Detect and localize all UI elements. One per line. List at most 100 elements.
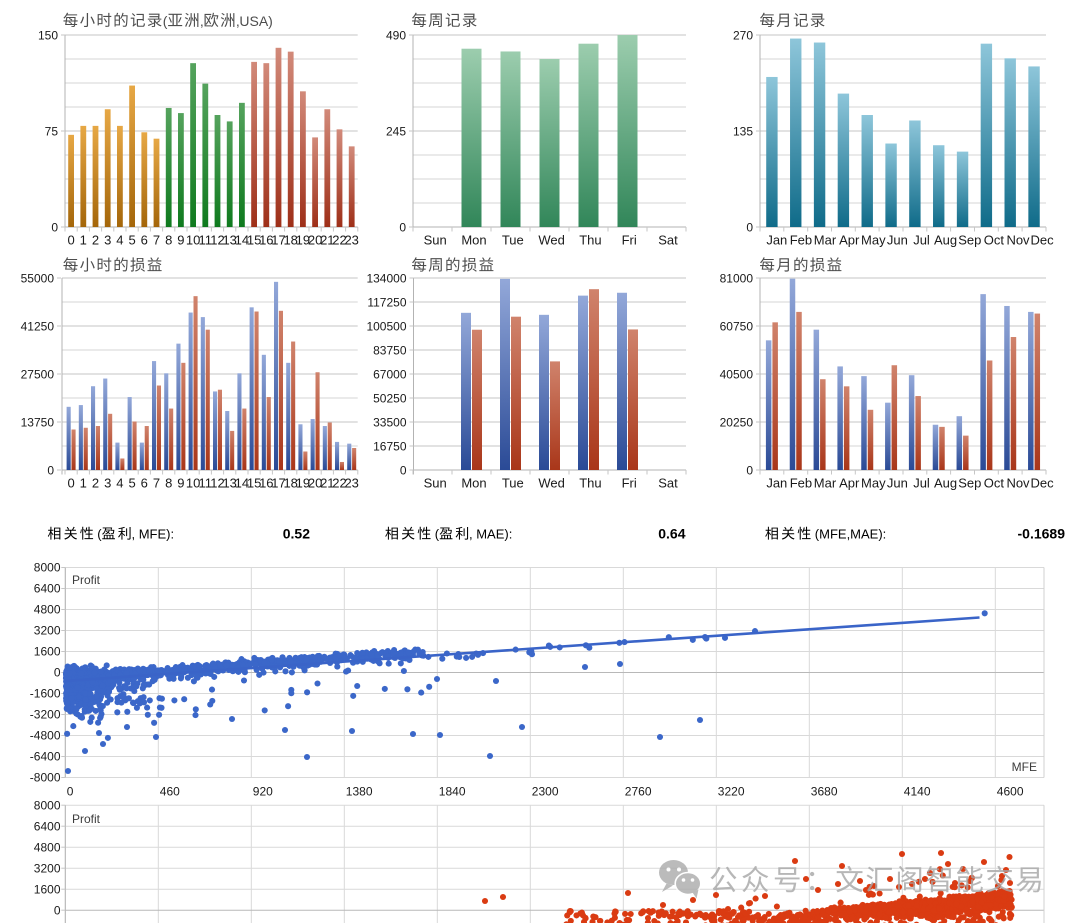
svg-text:2760: 2760 — [625, 785, 652, 799]
svg-text:Jan: Jan — [766, 476, 787, 491]
svg-text:Sep: Sep — [958, 233, 981, 248]
svg-text:3220: 3220 — [718, 785, 745, 799]
svg-text:0: 0 — [746, 463, 753, 477]
svg-text:Wed: Wed — [538, 476, 565, 491]
svg-text:75: 75 — [45, 124, 59, 138]
svg-text:14: 14 — [235, 233, 249, 248]
svg-text:9: 9 — [177, 233, 184, 248]
svg-text:1600: 1600 — [34, 645, 61, 659]
svg-text:7: 7 — [153, 233, 160, 248]
svg-text:(MFE,MAE):: (MFE,MAE): — [815, 527, 887, 542]
svg-text:14: 14 — [235, 476, 249, 491]
svg-text:0: 0 — [67, 476, 74, 491]
svg-text:1600: 1600 — [34, 882, 61, 896]
svg-text:15: 15 — [247, 476, 261, 491]
svg-text:4800: 4800 — [34, 603, 61, 617]
svg-text:1: 1 — [80, 233, 87, 248]
svg-text:135: 135 — [733, 124, 753, 138]
svg-text:Jun: Jun — [887, 476, 908, 491]
svg-text:Sun: Sun — [424, 476, 447, 491]
svg-text:13: 13 — [222, 233, 236, 248]
svg-text:0: 0 — [67, 233, 74, 248]
svg-text:8: 8 — [165, 476, 172, 491]
svg-text:Sat: Sat — [658, 233, 678, 248]
svg-text:-6400: -6400 — [30, 750, 61, 764]
svg-text:Mar: Mar — [814, 233, 837, 248]
svg-text:2: 2 — [92, 476, 99, 491]
svg-text:270: 270 — [733, 28, 753, 42]
svg-text:8: 8 — [165, 233, 172, 248]
svg-text:-3200: -3200 — [30, 708, 61, 722]
svg-text:Feb: Feb — [790, 476, 812, 491]
svg-text:0: 0 — [746, 220, 753, 234]
svg-text:Apr: Apr — [839, 233, 860, 248]
svg-text:3200: 3200 — [34, 861, 61, 875]
svg-text:1380: 1380 — [346, 785, 373, 799]
svg-text:23: 23 — [344, 476, 358, 491]
svg-text:6400: 6400 — [34, 582, 61, 596]
svg-text:20: 20 — [308, 476, 322, 491]
svg-text:Aug: Aug — [934, 233, 957, 248]
svg-text:Profit: Profit — [72, 812, 101, 826]
svg-text:May: May — [861, 476, 886, 491]
svg-text:Mon: Mon — [461, 233, 486, 248]
svg-text:41250: 41250 — [21, 319, 55, 333]
svg-text:Sep: Sep — [958, 476, 981, 491]
svg-text:Nov: Nov — [1006, 233, 1030, 248]
svg-text:3: 3 — [104, 476, 111, 491]
svg-text:Oct: Oct — [984, 476, 1005, 491]
svg-text:USA): USA) — [239, 13, 272, 29]
svg-text:20: 20 — [308, 233, 322, 248]
svg-text:0: 0 — [54, 903, 61, 917]
svg-text:0: 0 — [67, 785, 74, 799]
svg-text:Profit: Profit — [72, 573, 101, 587]
svg-text:22: 22 — [332, 233, 346, 248]
svg-text:27500: 27500 — [21, 367, 55, 381]
svg-text:920: 920 — [253, 785, 273, 799]
svg-text:490: 490 — [386, 28, 406, 42]
svg-text:60750: 60750 — [720, 319, 754, 333]
svg-text:11: 11 — [199, 233, 213, 248]
svg-text:, MAE):: , MAE): — [469, 527, 512, 542]
svg-text:(: ( — [435, 527, 440, 542]
svg-text:117250: 117250 — [367, 295, 406, 309]
svg-text:19: 19 — [296, 476, 310, 491]
svg-text:10: 10 — [186, 476, 200, 491]
svg-text:(: ( — [163, 13, 168, 29]
svg-text:67000: 67000 — [373, 367, 407, 381]
svg-text:Sat: Sat — [658, 476, 678, 491]
svg-text:Mar: Mar — [814, 476, 837, 491]
svg-text:Feb: Feb — [790, 233, 812, 248]
svg-text:21: 21 — [320, 476, 334, 491]
svg-text:5: 5 — [128, 233, 135, 248]
svg-text:16750: 16750 — [373, 439, 407, 453]
svg-text:55000: 55000 — [21, 271, 55, 285]
svg-text:11: 11 — [199, 476, 213, 491]
svg-text:-4800: -4800 — [30, 729, 61, 743]
svg-text:Jan: Jan — [766, 233, 787, 248]
svg-text:May: May — [861, 233, 886, 248]
svg-text:23: 23 — [344, 233, 358, 248]
svg-text:6400: 6400 — [34, 819, 61, 833]
svg-text:6: 6 — [141, 476, 148, 491]
svg-text:Mon: Mon — [461, 476, 486, 491]
svg-text:10: 10 — [186, 233, 200, 248]
svg-text:12: 12 — [210, 233, 224, 248]
svg-text:13: 13 — [222, 476, 236, 491]
svg-text:Apr: Apr — [839, 476, 860, 491]
svg-text:7: 7 — [153, 476, 160, 491]
svg-text:5: 5 — [128, 476, 135, 491]
svg-text:134000: 134000 — [366, 271, 406, 285]
svg-text:18: 18 — [283, 233, 297, 248]
svg-text:Sun: Sun — [424, 233, 447, 248]
svg-text:(: ( — [97, 527, 102, 542]
svg-text:Jun: Jun — [887, 233, 908, 248]
svg-text:40500: 40500 — [720, 367, 754, 381]
svg-text:8000: 8000 — [34, 798, 61, 812]
svg-text:460: 460 — [160, 785, 180, 799]
svg-text:4140: 4140 — [904, 785, 931, 799]
svg-text:4: 4 — [116, 233, 123, 248]
svg-text:Fri: Fri — [622, 476, 637, 491]
svg-text:4: 4 — [116, 476, 123, 491]
svg-text:0: 0 — [51, 220, 58, 234]
